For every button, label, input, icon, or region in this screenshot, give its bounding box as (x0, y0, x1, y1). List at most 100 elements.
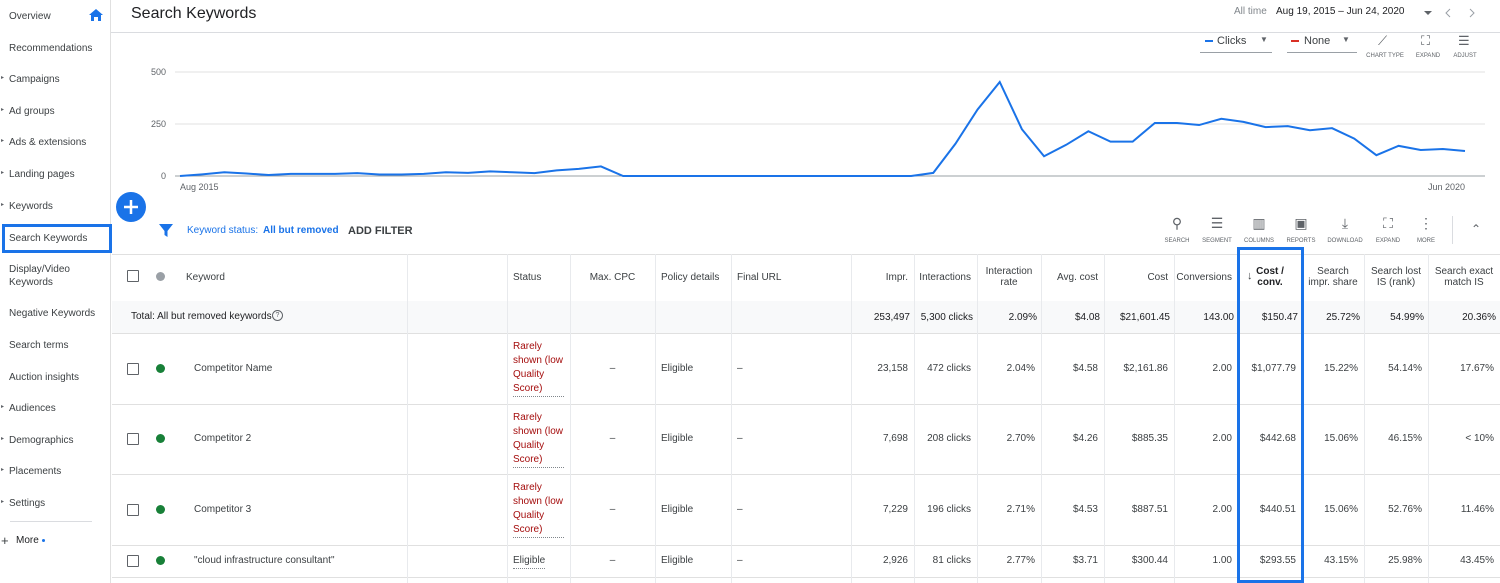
nav-item[interactable]: Landing pages (9, 169, 75, 180)
filter-value[interactable]: All but removed (263, 225, 339, 236)
collapse[interactable]: ⌃ (1471, 222, 1482, 236)
status-dot (156, 363, 165, 373)
cell-text: 52.76% (1388, 503, 1422, 515)
nav-item[interactable]: Ads & extensions (9, 137, 87, 148)
column-header[interactable]: Final URL (737, 271, 782, 283)
nav-more[interactable]: More (16, 535, 39, 546)
table-cell: $887.51 (1110, 475, 1168, 544)
nav-item[interactable]: Recommendations (9, 43, 93, 54)
chart-button-label[interactable]: EXPAND (1415, 53, 1441, 59)
column-header[interactable]: Keyword (186, 271, 225, 283)
table-cell[interactable]: Eligible (513, 546, 564, 576)
table-cell: 2.00 (1180, 405, 1232, 473)
add-filter[interactable]: ADD FILTER (348, 225, 413, 237)
checkbox[interactable] (127, 270, 139, 282)
keyword-link[interactable]: "cloud infrastructure consultant" (194, 546, 401, 576)
nav-expand: ▸ (1, 436, 5, 442)
chart-button-icon[interactable]: ⟋ (1378, 33, 1388, 48)
keyword-link[interactable]: Competitor 2 (194, 405, 401, 473)
tool-icon[interactable]: ☰ (1210, 215, 1224, 231)
column-header[interactable]: Cost / conv. (1256, 266, 1284, 288)
checkbox[interactable] (127, 362, 139, 375)
tool-label[interactable]: REPORTS (1286, 238, 1316, 244)
keyword-link[interactable]: Competitor 3 (194, 475, 401, 544)
column-header[interactable]: Impr. (885, 271, 908, 283)
date-range[interactable]: Aug 19, 2015 – Jun 24, 2020 (1276, 6, 1405, 17)
tool-label[interactable]: SEARCH (1164, 238, 1190, 244)
add-button[interactable] (115, 191, 149, 225)
keyword-link[interactable]: Competitor Name (194, 334, 401, 403)
checkbox[interactable] (127, 503, 139, 516)
cell-text: 2.71% (1006, 503, 1035, 515)
filter-label[interactable]: Keyword status: (187, 225, 259, 236)
table-cell: 25.98% (1370, 546, 1422, 576)
tool-label[interactable]: COLUMNS (1243, 238, 1274, 244)
cell-text: 7,229 (882, 503, 908, 515)
cell-text: $887.51 (1131, 503, 1168, 515)
tool-icon[interactable]: ▥ (1252, 215, 1266, 231)
table-cell: $4.58 (1047, 334, 1098, 403)
date-nav[interactable] (1420, 6, 1500, 20)
caret[interactable]: ▼ (1342, 35, 1350, 44)
cell-text: Rarely shown (low Quality Score) (513, 481, 564, 538)
metric-select[interactable]: None (1304, 35, 1331, 47)
table-cell: $440.51 (1244, 475, 1296, 544)
chart-button-icon[interactable]: ⛶ (1421, 33, 1431, 48)
nav-item[interactable]: Demographics (9, 435, 74, 446)
column-header[interactable]: Cost (1147, 271, 1168, 283)
nav-item[interactable]: Keywords (9, 201, 53, 212)
filter-icon[interactable] (158, 222, 174, 238)
checkbox[interactable] (127, 433, 139, 445)
cell-text: 17.67% (1460, 362, 1494, 374)
chart-button-label[interactable]: ADJUST (1453, 53, 1477, 59)
checkbox[interactable] (127, 555, 139, 567)
chart-button-label[interactable]: CHART TYPE (1366, 53, 1404, 59)
nav-item[interactable]: Ad groups (9, 106, 55, 117)
column-header[interactable]: Avg. cost (1057, 271, 1098, 283)
status-dot (156, 434, 165, 443)
help-icon[interactable]: ? (272, 310, 283, 321)
table-cell: $293.55 (1244, 546, 1296, 576)
column-header[interactable]: Search lost IS (rank) (1370, 266, 1422, 288)
nav-item[interactable]: Search Keywords (9, 233, 88, 244)
tool-icon[interactable]: ⛶ (1383, 215, 1393, 231)
cell-text: Competitor 3 (194, 503, 252, 515)
nav-item[interactable]: Campaigns (9, 74, 60, 85)
column-header[interactable]: Interactions (919, 271, 971, 283)
table-cell: $885.35 (1110, 405, 1168, 473)
column-header[interactable]: Interaction rate (985, 266, 1033, 288)
nav-item[interactable]: Search terms (9, 340, 69, 351)
y-tick-label: 0 (161, 171, 166, 181)
sort-arrow[interactable]: ↓ (1247, 270, 1253, 282)
column-header[interactable]: Policy details (661, 271, 720, 283)
tool-icon[interactable]: ⚲ (1171, 215, 1183, 231)
tool-icon[interactable]: ⋮ (1419, 215, 1433, 231)
column-header[interactable]: Search impr. share (1308, 266, 1358, 288)
table-cell[interactable]: Rarely shown (low Quality Score) (513, 334, 564, 403)
table-cell[interactable]: Rarely shown (low Quality Score) (513, 475, 564, 544)
tool-label[interactable]: DOWNLOAD (1327, 238, 1363, 244)
tool-icon[interactable]: ⤓ (1341, 215, 1349, 231)
nav-item[interactable]: Audiences (9, 403, 56, 414)
column-header[interactable]: Conversions (1176, 271, 1232, 283)
column-header[interactable]: Search exact match IS (1434, 266, 1494, 288)
tool-label[interactable]: MORE (1417, 238, 1435, 244)
cell-text: – (737, 555, 743, 566)
nav-item[interactable]: Auction insights (9, 372, 80, 383)
nav-item[interactable]: Settings (9, 498, 46, 509)
tool-label[interactable]: EXPAND (1375, 238, 1401, 244)
column-header[interactable]: Status (513, 271, 542, 283)
tool-label[interactable]: SEGMENT (1202, 238, 1232, 244)
chart-button-icon[interactable]: ☰ (1458, 33, 1470, 48)
nav-item[interactable]: Display/Video Keywords (9, 264, 70, 288)
nav-item[interactable]: Negative Keywords (9, 308, 96, 319)
tool-icon[interactable]: ▣ (1294, 215, 1308, 231)
caret[interactable]: ▼ (1260, 35, 1268, 44)
nav-item[interactable]: Placements (9, 466, 62, 477)
nav-item[interactable]: Overview (9, 11, 51, 22)
y-tick-label: 250 (151, 119, 166, 129)
column-header[interactable]: Max. CPC (589, 271, 636, 283)
metric-select[interactable]: Clicks (1217, 35, 1247, 47)
table-cell[interactable]: Rarely shown (low Quality Score) (513, 405, 564, 473)
select-line (1200, 52, 1272, 53)
